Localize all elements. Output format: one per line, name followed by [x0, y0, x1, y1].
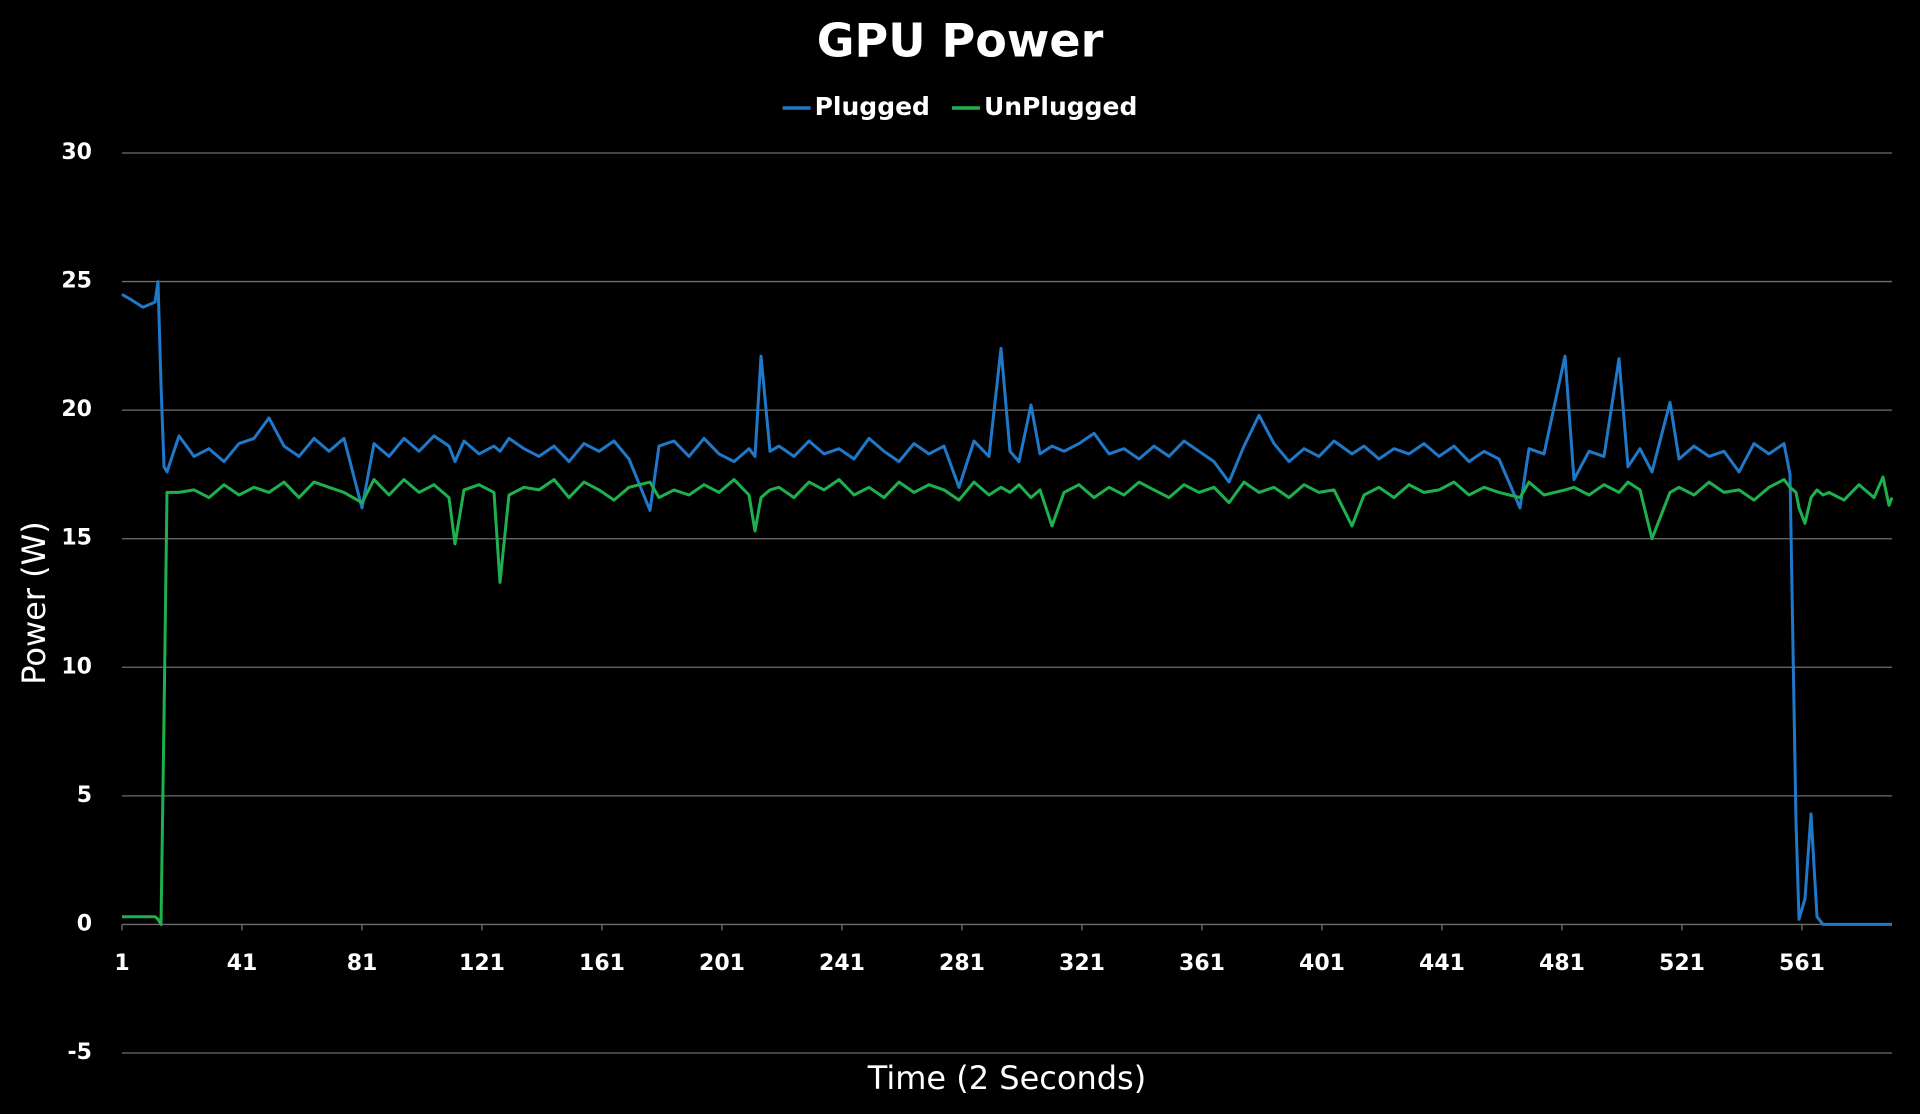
y-tick-label: 20 [61, 397, 92, 422]
series-line [121, 280, 1892, 926]
y-tick-label: 5 [77, 783, 92, 808]
x-tick-label: 41 [227, 951, 258, 976]
legend-label: Plugged [815, 92, 930, 121]
y-tick-label: 0 [77, 911, 92, 936]
x-tick-label: 481 [1539, 951, 1585, 976]
y-tick-label: -5 [68, 1040, 92, 1065]
y-tick-label: 15 [61, 526, 92, 551]
x-tick-label: 361 [1179, 951, 1225, 976]
legend-label: UnPlugged [984, 92, 1137, 121]
x-tick-label: 241 [819, 951, 865, 976]
y-tick-label: 30 [61, 140, 92, 165]
x-tick-label: 441 [1419, 951, 1465, 976]
x-tick-label: 201 [699, 951, 745, 976]
x-tick-label: 81 [347, 951, 378, 976]
x-tick-label: 521 [1659, 951, 1705, 976]
x-axis-label: Time (2 Seconds) [867, 1059, 1146, 1097]
x-tick-label: 161 [579, 951, 625, 976]
x-tick-label: 561 [1779, 951, 1825, 976]
series-line [122, 475, 1894, 926]
x-tick-label: 321 [1059, 951, 1105, 976]
y-axis-label: Power (W) [15, 521, 53, 685]
x-tick-label: 121 [459, 951, 505, 976]
y-tick-label: 10 [61, 654, 92, 679]
x-tick-label: 1 [114, 951, 129, 976]
chart-title: GPU Power [817, 14, 1104, 68]
x-tick-label: 401 [1299, 951, 1345, 976]
y-tick-label: 25 [61, 269, 92, 294]
x-tick-label: 281 [939, 951, 985, 976]
